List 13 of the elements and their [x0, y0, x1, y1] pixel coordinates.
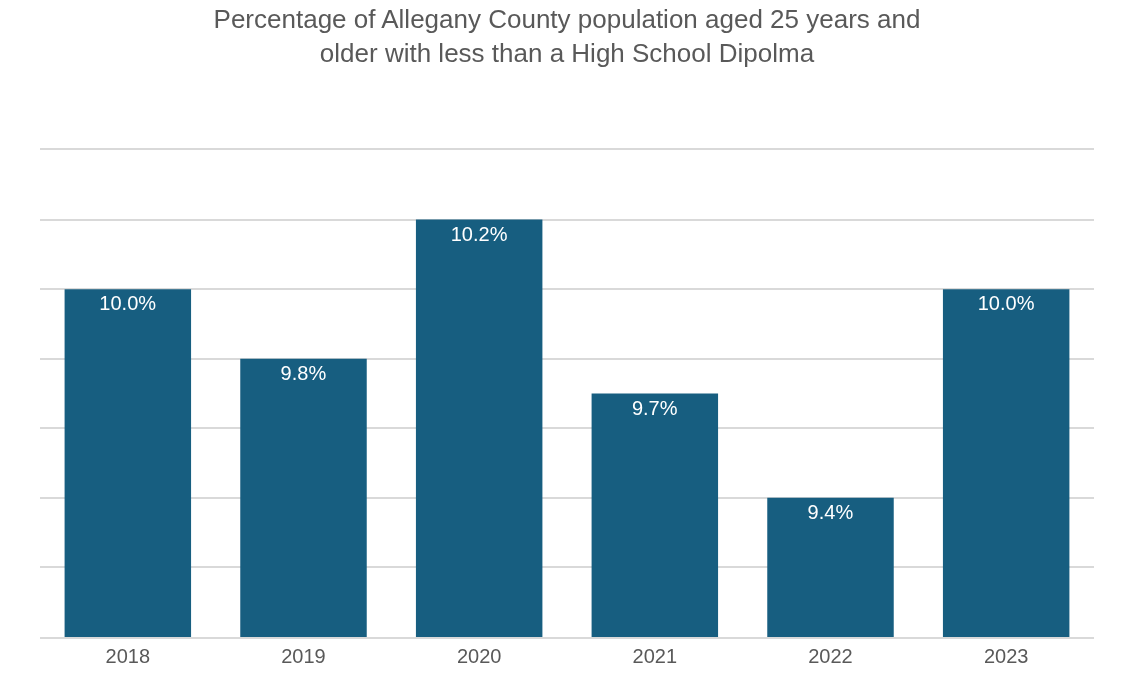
- data-label: 10.0%: [977, 292, 1035, 315]
- x-tick-label: 2018: [105, 644, 151, 667]
- data-label: 10.0%: [99, 292, 157, 315]
- x-tick-label: 2023: [983, 644, 1029, 667]
- chart-title: Percentage of Allegany County population aged 25 years and older with less than a High School Dipolma: [213, 3, 921, 68]
- x-tick-label: 2021: [632, 644, 678, 667]
- data-label: 9.8%: [280, 361, 327, 384]
- data-label: 9.4%: [807, 500, 854, 523]
- data-label: 10.2%: [450, 222, 508, 245]
- data-label: 9.7%: [631, 396, 678, 419]
- x-tick-label: 2022: [808, 644, 853, 667]
- x-tick-label: 2019: [281, 644, 326, 667]
- x-tick-label: 2020: [456, 644, 502, 667]
